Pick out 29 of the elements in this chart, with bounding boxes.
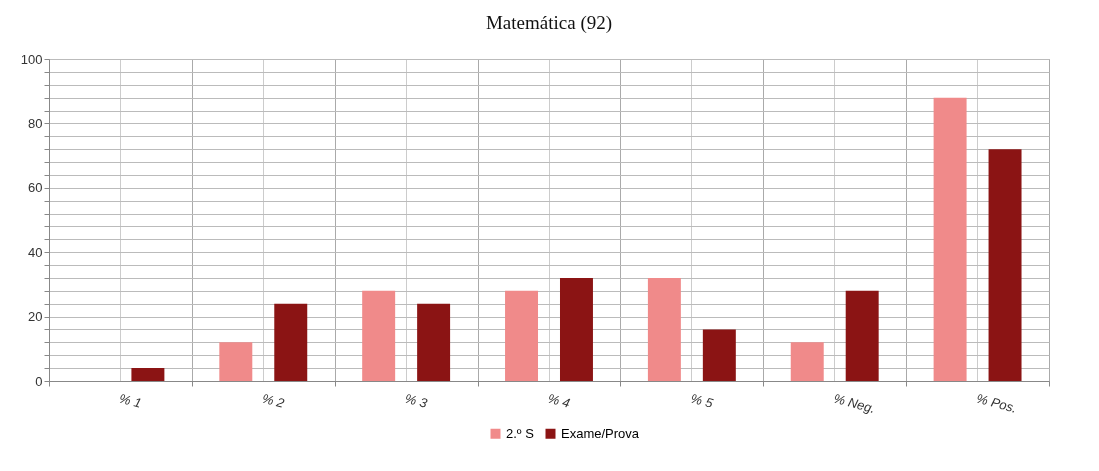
y-tick-label: 20 <box>28 309 43 325</box>
bar <box>988 149 1022 381</box>
bar <box>417 303 451 381</box>
bar <box>845 290 879 381</box>
y-tick-label: 80 <box>28 115 43 131</box>
x-tick-label: % 5 <box>688 390 716 412</box>
y-tick-label: 60 <box>28 180 43 196</box>
legend-label: 2.º S <box>506 425 535 441</box>
bar <box>505 290 539 381</box>
bar <box>219 342 253 381</box>
x-tick-label: % 4 <box>546 390 572 411</box>
bar <box>647 277 681 381</box>
y-tick-label: 100 <box>20 51 43 67</box>
x-tick-label: % 3 <box>403 390 430 412</box>
chart-title: Matemática (92) <box>485 12 613 34</box>
bar <box>790 342 824 381</box>
x-tick-label: % Neg. <box>831 390 877 417</box>
bar <box>559 277 593 381</box>
bar <box>362 290 396 381</box>
bar <box>933 97 967 381</box>
legend-label: Exame/Prova <box>561 425 640 441</box>
bar <box>702 329 736 381</box>
y-tick-label: 0 <box>35 373 43 389</box>
bar <box>274 303 308 381</box>
x-tick-label: % Pos. <box>974 390 1019 416</box>
bar <box>131 368 165 381</box>
x-tick-label: % 1 <box>117 390 144 411</box>
x-tick-label: % 2 <box>260 390 287 412</box>
y-tick-label: 40 <box>28 244 43 260</box>
